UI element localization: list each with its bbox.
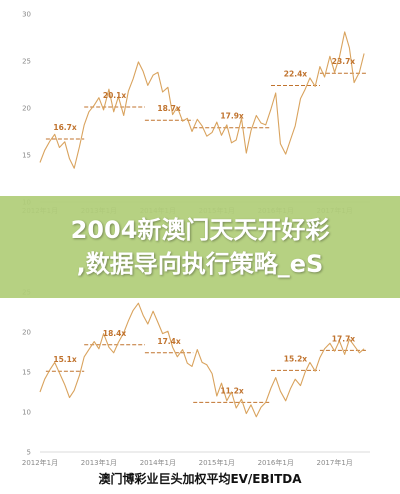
top-ytick-label: 15	[22, 152, 31, 160]
bottom-period-average-label: 17.7x	[332, 334, 356, 343]
overlay-banner: 2004新澳门天天开好彩 ,数据导向执行策略_eS	[0, 196, 400, 298]
bottom-xtick-label: 2017年1月	[317, 458, 353, 467]
bottom-ytick-label: 10	[22, 409, 31, 417]
top-ytick-label: 30	[22, 11, 31, 19]
top-period-average-label: 16.7x	[53, 123, 77, 132]
top-period-average-label: 20.1x	[103, 91, 127, 100]
chart-caption: 澳门博彩业巨头加权平均EV/EBITDA	[98, 472, 302, 486]
bottom-period-average-label: 15.1x	[53, 355, 77, 364]
banner-line-2: ,数据导向执行策略_eS	[76, 250, 324, 278]
bottom-xtick-label: 2016年1月	[258, 458, 294, 467]
top-period-average-label: 23.7x	[332, 57, 356, 66]
top-period-average-label: 22.4x	[284, 69, 308, 78]
top-ytick-label: 20	[22, 105, 31, 113]
bottom-xtick-label: 2013年1月	[81, 458, 117, 467]
bottom-ytick-label: 20	[22, 329, 31, 337]
bottom-xtick-label: 2012年1月	[22, 458, 58, 467]
bottom-series-line	[39, 302, 365, 418]
bottom-xtick-label: 2014年1月	[140, 458, 176, 467]
bottom-ytick-label: 15	[22, 369, 31, 377]
bottom-period-average-label: 18.4x	[103, 329, 127, 338]
bottom-period-average-label: 15.2x	[284, 354, 308, 363]
top-series-line	[39, 31, 365, 169]
top-period-average-label: 18.7x	[157, 104, 181, 113]
top-ytick-label: 25	[22, 58, 31, 66]
bottom-ytick-label: 5	[27, 449, 31, 457]
top-period-average-label: 17.9x	[220, 112, 244, 121]
bottom-period-average-label: 17.4x	[157, 337, 181, 346]
bottom-period-average-label: 11.2x	[220, 386, 244, 395]
bottom-xtick-label: 2015年1月	[199, 458, 235, 467]
banner-line-1: 2004新澳门天天开好彩	[70, 216, 330, 244]
